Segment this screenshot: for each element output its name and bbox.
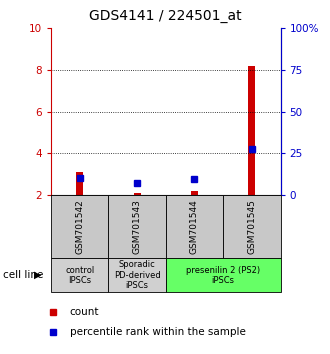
Bar [248, 66, 255, 195]
Bar [166, 258, 280, 292]
Bar [134, 193, 141, 195]
Text: GSM701545: GSM701545 [247, 199, 256, 254]
Bar [76, 172, 83, 195]
Bar [166, 195, 223, 258]
Bar [109, 195, 166, 258]
Bar [51, 258, 109, 292]
Text: GSM701543: GSM701543 [133, 199, 142, 254]
Text: GDS4141 / 224501_at: GDS4141 / 224501_at [89, 9, 241, 23]
Bar [191, 190, 198, 195]
Bar [51, 195, 109, 258]
Text: cell line: cell line [3, 270, 44, 280]
Text: control
IPSCs: control IPSCs [65, 266, 94, 285]
Bar [223, 195, 280, 258]
Bar [109, 258, 166, 292]
Text: count: count [70, 307, 99, 317]
Text: Sporadic
PD-derived
iPSCs: Sporadic PD-derived iPSCs [114, 260, 160, 290]
Text: presenilin 2 (PS2)
iPSCs: presenilin 2 (PS2) iPSCs [186, 266, 260, 285]
Text: percentile rank within the sample: percentile rank within the sample [70, 327, 246, 337]
Text: ▶: ▶ [34, 270, 42, 280]
Text: GSM701544: GSM701544 [190, 199, 199, 254]
Text: GSM701542: GSM701542 [75, 199, 84, 254]
